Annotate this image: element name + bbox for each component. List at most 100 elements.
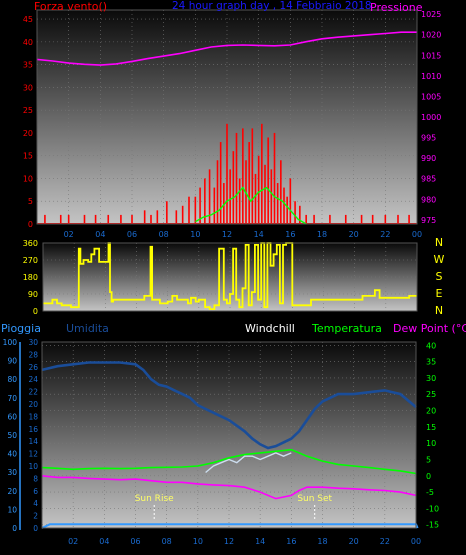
left-tick-label: 5	[28, 197, 33, 206]
right-tick-label: 980	[421, 195, 436, 204]
left-axis-label: Forza vento()	[34, 0, 107, 13]
chart-title: 24 hour graph day , 14 Febbraio 2018	[172, 0, 372, 12]
temp-tick-label: 0	[426, 472, 431, 481]
right-axis: 975 980 985 990 995 1000 1005 1010 1015 1020 1025	[421, 10, 441, 225]
x-tick-label: 02	[68, 537, 78, 546]
humidity-tick-label: 4	[33, 499, 38, 508]
dew-point-label: Dew Point (°C)	[393, 322, 466, 335]
left-tick-label: 30	[23, 83, 33, 92]
rain-tick-label: 10	[7, 505, 17, 514]
compass-label: S	[436, 270, 443, 283]
temp-tick-label: -5	[426, 488, 434, 497]
rain-tick-label: 60	[7, 412, 17, 421]
humidity-tick-label: 26	[28, 363, 38, 372]
right-tick-label: 975	[421, 216, 436, 225]
compass-label: N	[435, 236, 443, 249]
humidity-label: Umidita	[66, 322, 109, 335]
left-tick-label: 35	[23, 61, 33, 70]
rain-tick-label: 20	[7, 487, 17, 496]
x-tick-label: 10	[193, 537, 203, 546]
x-tick-label: 16	[285, 230, 295, 239]
temp-tick-label: -10	[426, 504, 439, 513]
right-tick-label: 1020	[421, 31, 441, 40]
rain-axis: 0 10 20 30 40 50 60 70 80 90 100	[3, 338, 18, 533]
temp-tick-label: 15	[426, 423, 436, 432]
x-tick-label: 18	[317, 537, 327, 546]
left-tick-label: 10	[23, 174, 33, 183]
humidity-tick-label: 18	[28, 412, 38, 421]
humidity-line	[41, 361, 417, 450]
humidity-tick-label: 12	[28, 450, 38, 459]
rain-label: Pioggia	[1, 322, 41, 335]
left-tick-label: 180	[23, 273, 38, 282]
temp-tick-label: -15	[426, 521, 439, 530]
left-tick-label: 20	[23, 129, 33, 138]
right-tick-label: 985	[421, 175, 436, 184]
rain-tick-label: 50	[7, 431, 17, 440]
left-tick-label: 15	[23, 152, 33, 161]
right-tick-label: 1005	[421, 92, 441, 101]
x-tick-label: 02	[64, 230, 74, 239]
x-tick-label: 04	[95, 230, 105, 239]
right-axis-label: Pressione	[370, 1, 423, 14]
x-tick-label: 06	[127, 230, 137, 239]
plot-frame	[41, 341, 417, 529]
x-tick-label: 22	[380, 230, 390, 239]
temperature-axis: -15 -10 -5 0 5 10 15 20 25 30 35 40	[426, 341, 439, 529]
temp-tick-label: 40	[426, 341, 436, 350]
x-tick-label: 00	[412, 230, 422, 239]
rain-tick-label: 100	[3, 338, 18, 347]
x-tick-label: 20	[349, 230, 359, 239]
humidity-tick-label: 10	[28, 462, 38, 471]
left-axis: 0 90 180 270 360	[23, 239, 38, 316]
x-tick-label: 20	[349, 537, 359, 546]
x-tick-label: 12	[222, 230, 232, 239]
temp-tick-label: 35	[426, 358, 436, 367]
humidity-tick-label: 20	[28, 400, 38, 409]
left-tick-label: 360	[23, 239, 38, 248]
temp-tick-label: 5	[426, 455, 431, 464]
series	[36, 31, 417, 225]
left-tick-label: 90	[28, 290, 38, 299]
left-tick-label: 40	[23, 38, 33, 47]
rain-line	[41, 523, 419, 529]
compass-label: N	[435, 304, 443, 317]
right-tick-label: 1015	[421, 51, 441, 60]
humidity-tick-label: 30	[28, 338, 38, 347]
windchill-label: Windchill	[245, 322, 295, 335]
humidity-tick-label: 2	[33, 512, 38, 521]
left-tick-label: 0	[33, 307, 38, 316]
rain-tick-label: 80	[7, 375, 17, 384]
rain-tick-label: 30	[7, 468, 17, 477]
humidity-tick-label: 24	[28, 375, 38, 384]
compass-label: E	[436, 287, 443, 300]
humidity-tick-label: 28	[28, 350, 38, 359]
left-tick-label: 0	[28, 220, 33, 229]
rain-tick-label: 0	[12, 524, 17, 533]
x-tick-label: 12	[224, 537, 234, 546]
x-tick-label: 14	[254, 230, 264, 239]
x-tick-label: 18	[317, 230, 327, 239]
x-tick-label: 16	[286, 537, 296, 546]
left-axis: 0 5 10 15 20 25 30 35 40 45	[23, 15, 33, 229]
rain-tick-label: 90	[7, 357, 17, 366]
humidity-tick-label: 6	[33, 487, 38, 496]
humidity-tick-label: 0	[33, 524, 38, 533]
humidity-tick-label: 22	[28, 388, 38, 397]
plot-frame	[42, 242, 418, 312]
temp-tick-label: 25	[426, 390, 436, 399]
humidity-tick-label: 14	[28, 437, 38, 446]
x-tick-label: 00	[411, 537, 421, 546]
x-tick-label: 04	[99, 537, 109, 546]
x-tick-label: 22	[380, 537, 390, 546]
windchill-line	[205, 452, 292, 474]
series	[41, 361, 419, 529]
series	[43, 242, 417, 310]
rain-tick-label: 70	[7, 394, 17, 403]
